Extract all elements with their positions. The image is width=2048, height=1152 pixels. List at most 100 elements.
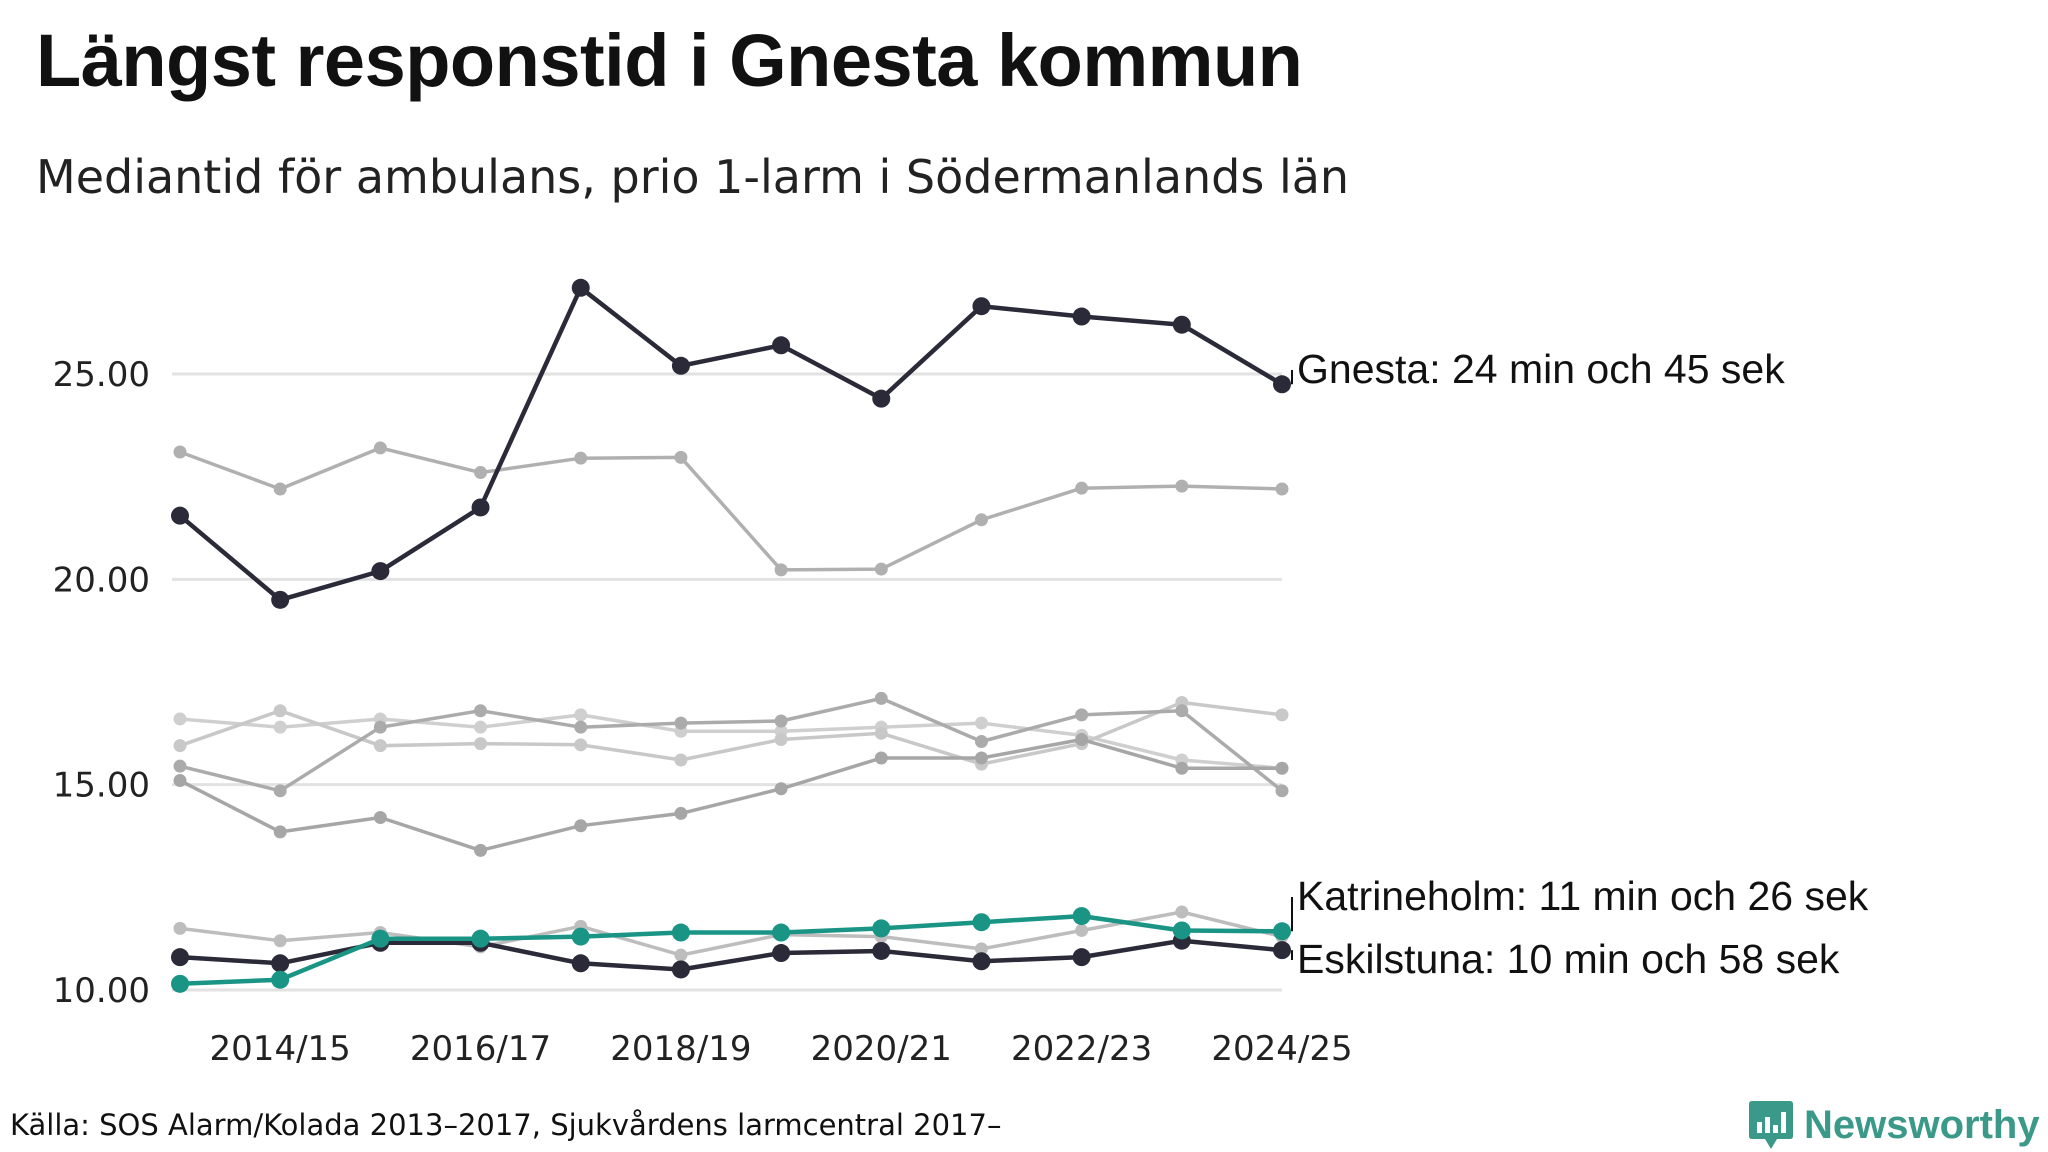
data-point: [371, 562, 390, 581]
series-label-eskilstuna: Eskilstuna: 10 min och 58 sek: [1297, 936, 1840, 982]
data-point: [1075, 732, 1089, 746]
series-other-municipality: [173, 708, 1289, 775]
data-point: [874, 691, 888, 705]
data-point: [974, 942, 988, 956]
data-point: [1072, 907, 1091, 926]
data-point: [974, 513, 988, 527]
data-point: [271, 590, 290, 609]
data-point: [273, 704, 287, 718]
data-point: [471, 498, 490, 517]
y-tick-label: 10.00: [53, 971, 150, 1011]
data-point: [1275, 482, 1289, 496]
series-line: [179, 713, 1283, 770]
data-point: [273, 934, 287, 948]
data-point: [171, 948, 189, 967]
data-point: [1273, 922, 1291, 941]
data-point: [1075, 923, 1089, 937]
data-point: [474, 737, 488, 751]
series-line: [179, 737, 1282, 853]
data-point: [273, 825, 287, 839]
data-point: [471, 929, 490, 948]
data-point: [571, 927, 590, 946]
data-point: [1072, 307, 1091, 326]
data-point: [674, 806, 688, 820]
data-point: [1175, 905, 1189, 919]
data-point: [1172, 921, 1191, 940]
series-other-municipality: [173, 732, 1289, 857]
data-point: [974, 735, 988, 749]
data-point: [772, 336, 791, 355]
data-point: [574, 738, 588, 752]
data-point: [173, 712, 187, 726]
data-point: [1275, 784, 1289, 798]
series-katrineholm: [171, 907, 1291, 993]
data-point: [1175, 761, 1189, 775]
data-point: [974, 716, 988, 730]
data-point: [273, 482, 287, 496]
series-line: [179, 696, 1284, 793]
series-line: [179, 910, 1283, 957]
gridlines: [172, 372, 1282, 992]
data-point: [171, 506, 189, 525]
data-point: [674, 716, 688, 730]
data-point: [1172, 315, 1191, 334]
data-point: [671, 923, 690, 942]
data-point: [474, 720, 488, 734]
y-tick-label: 15.00: [53, 766, 150, 806]
data-point: [874, 751, 888, 765]
data-point: [474, 466, 488, 480]
chart-title: Längst responstid i Gnesta kommun: [36, 19, 1303, 102]
data-point: [872, 389, 891, 408]
source-note: Källa: SOS Alarm/Kolada 2013–2017, Sjukv…: [10, 1108, 1002, 1142]
data-point: [774, 714, 788, 728]
data-point: [1175, 704, 1189, 718]
data-point: [574, 720, 588, 734]
data-point: [671, 356, 690, 375]
data-point: [273, 784, 287, 798]
data-point: [674, 948, 688, 962]
data-point: [772, 944, 791, 963]
data-point: [173, 445, 187, 459]
bar-chart-badge-icon: [1749, 1101, 1793, 1149]
data-point: [373, 739, 387, 753]
data-point: [1275, 708, 1289, 722]
data-point: [373, 720, 387, 734]
data-point: [373, 811, 387, 825]
data-point: [671, 960, 690, 979]
y-axis-tick-labels: 10.00 15.00 20.00 25.00: [53, 355, 150, 1011]
data-point: [173, 739, 187, 753]
newsworthy-logo: Newsworthy: [1748, 1098, 2040, 1152]
series-line: [178, 285, 1284, 603]
x-axis-tick-labels: 2014/15 2016/17 2018/19 2020/21 2022/23 2024/…: [210, 1029, 1353, 1069]
data-point: [774, 732, 788, 746]
data-point: [1175, 479, 1189, 493]
data-point: [171, 974, 189, 993]
series-other-municipality: [173, 441, 1289, 577]
data-point: [1075, 481, 1089, 495]
data-point: [674, 450, 688, 464]
data-point: [774, 782, 788, 796]
data-point: [1072, 948, 1091, 967]
data-point: [872, 941, 891, 960]
x-tick-label: 2022/23: [1011, 1029, 1152, 1069]
data-point: [972, 913, 991, 932]
data-point: [371, 929, 390, 948]
data-point: [772, 923, 791, 942]
data-point: [1075, 708, 1089, 722]
x-tick-label: 2016/17: [410, 1029, 551, 1069]
data-point: [474, 704, 488, 718]
data-point: [1273, 941, 1291, 960]
series-line: [179, 446, 1283, 572]
data-point: [872, 919, 891, 938]
data-point: [674, 753, 688, 767]
y-tick-label: 25.00: [53, 355, 150, 395]
data-point: [774, 563, 788, 577]
data-point: [874, 726, 888, 740]
line-chart: 10.00 15.00 20.00 25.00 2014/15 2016/17 2018/…: [53, 278, 1869, 1069]
series-label-gnesta: Gnesta: 24 min och 45 sek: [1297, 346, 1785, 392]
logo-text: Newsworthy: [1804, 1102, 2040, 1147]
series-label-katrineholm: Katrineholm: 11 min och 26 sek: [1297, 873, 1869, 919]
data-point: [574, 451, 588, 465]
data-point: [474, 843, 488, 857]
data-point: [571, 278, 590, 297]
